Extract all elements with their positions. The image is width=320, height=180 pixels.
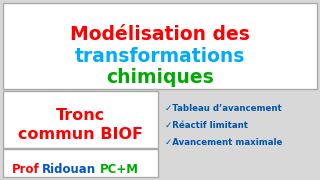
Text: Ridouan: Ridouan [42,163,96,176]
Text: Tronc: Tronc [56,108,105,123]
Text: chimiques: chimiques [106,68,214,87]
Text: ✓Avancement maximale: ✓Avancement maximale [165,138,282,147]
Text: commun BIOF: commun BIOF [18,127,143,142]
Bar [3,149,158,177]
Bar [3,3,317,89]
Text: PC+M: PC+M [100,163,139,176]
Text: ✓Tableau d’avancement: ✓Tableau d’avancement [165,104,282,113]
Text: ✓Réactif limitant: ✓Réactif limitant [165,121,248,130]
Text: Prof: Prof [12,163,40,176]
Text: Modélisation des: Modélisation des [70,25,250,44]
Bar [3,91,158,148]
Text: transformations: transformations [75,47,245,66]
